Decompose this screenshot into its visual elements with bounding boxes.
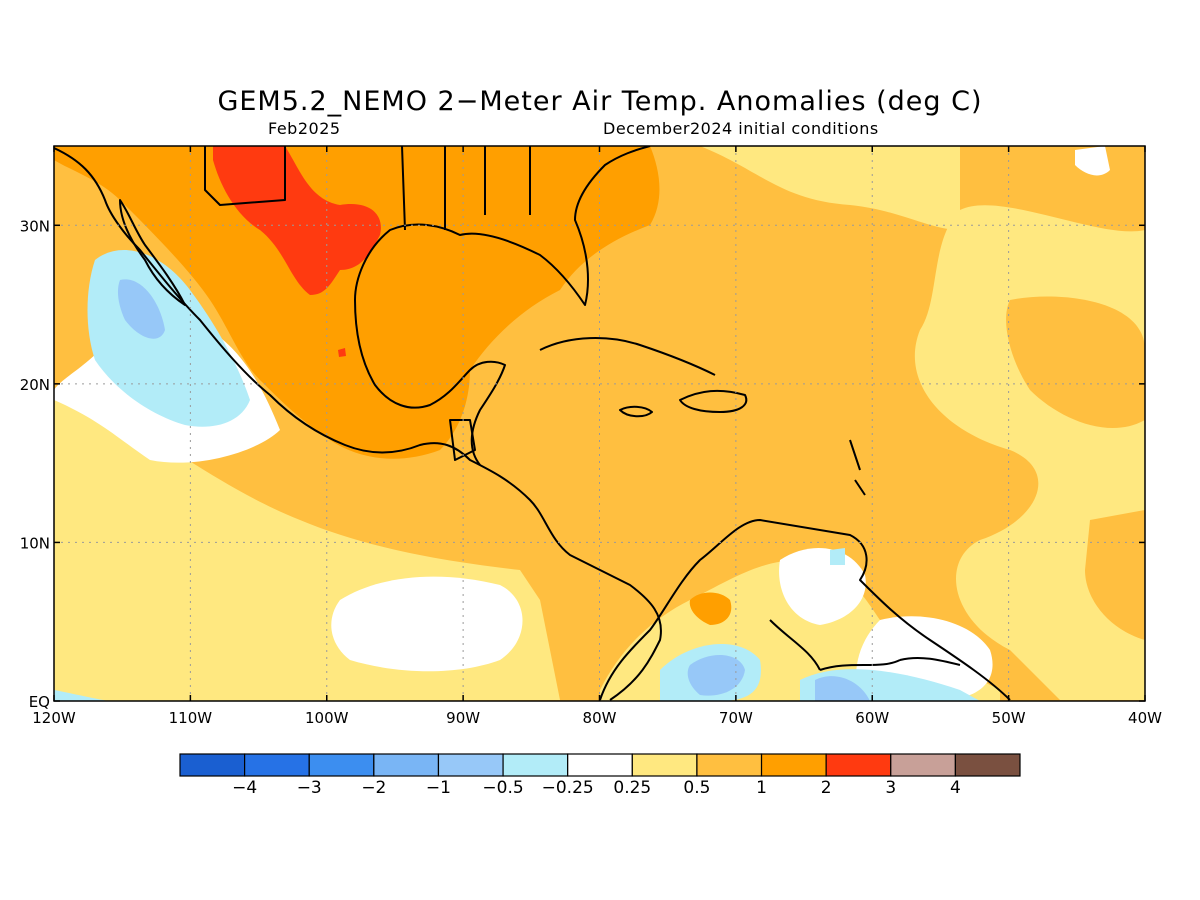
field-pale-atlantic <box>640 146 1145 700</box>
x-tick-label: 50W <box>992 709 1026 727</box>
field-blue-corner <box>54 690 110 701</box>
colorbar-swatch <box>308 753 375 777</box>
axis-ticks <box>53 146 1146 702</box>
x-tick-label: 90W <box>446 709 480 727</box>
sa-borders <box>769 619 961 671</box>
colorbar-swatch <box>567 753 633 777</box>
field-white-venezuela <box>779 548 866 625</box>
colorbar-label: 4 <box>950 778 961 798</box>
colorbar-swatch <box>890 753 956 777</box>
colorbar-swatch <box>760 753 827 777</box>
field-east-edge <box>1085 510 1145 640</box>
field-blue-baja <box>117 279 165 339</box>
cuba <box>539 337 716 376</box>
colorbar-swatch <box>179 753 246 777</box>
field-pale-north <box>700 146 960 230</box>
colorbar-swatch <box>631 753 698 777</box>
field-blue-brazil <box>815 676 870 701</box>
colorbar-label: −4 <box>232 778 257 798</box>
us-states-east <box>401 146 531 231</box>
field-white-south-pacific <box>331 576 523 672</box>
jamaica <box>619 405 653 418</box>
y-axis-labels: EQ 10N 20N 30N <box>20 217 50 711</box>
coastlines <box>54 146 1011 701</box>
colorbar-swatch <box>437 753 504 777</box>
field-orange-mexico-us <box>54 146 660 459</box>
grid-lines <box>54 146 1145 701</box>
colorbar-swatch <box>502 753 569 777</box>
colorbar-label: 2 <box>821 778 832 798</box>
y-tick-label: 10N <box>20 534 50 552</box>
field-orange-venezuela <box>689 592 732 625</box>
gulf-coast <box>354 146 651 306</box>
field-blue-colombia <box>687 654 745 696</box>
colorbar-swatch <box>696 753 763 777</box>
y-tick-label: 20N <box>20 376 50 394</box>
colorbar-swatch <box>373 753 440 777</box>
x-axis-labels: 120W 110W 100W 90W 80W 70W 60W 50W 40W <box>32 709 1162 727</box>
us-states-west <box>204 146 286 206</box>
colorbar-label: 0.25 <box>613 778 651 798</box>
x-tick-label: 120W <box>32 709 76 727</box>
south-america-coast <box>599 519 1011 701</box>
field-red-spot <box>338 348 346 357</box>
colorbar <box>179 753 1021 777</box>
pacific-coast <box>54 147 662 701</box>
colorbar-swatch <box>825 753 892 777</box>
forecast-month: Feb2025 <box>268 119 341 138</box>
lesser-antilles <box>849 439 866 496</box>
colorbar-swatch <box>954 753 1021 777</box>
x-tick-label: 100W <box>305 709 349 727</box>
hispaniola <box>679 389 748 413</box>
colorbar-label: −2 <box>361 778 386 798</box>
field-lightblue-spot <box>830 548 845 565</box>
x-tick-label: 60W <box>855 709 889 727</box>
baja-california <box>119 199 186 306</box>
colorbar-label: −3 <box>297 778 322 798</box>
colorbar-label: −1 <box>426 778 451 798</box>
anomaly-field <box>54 146 1145 701</box>
colorbar-labels: −4 −3 −2 −1 −0.5 −0.25 0.25 0.5 1 2 3 4 <box>232 778 961 798</box>
colorbar-swatch <box>244 753 310 777</box>
colorbar-label: −0.25 <box>542 778 594 798</box>
field-atlantic-band <box>1006 296 1145 429</box>
x-tick-label: 40W <box>1128 709 1162 727</box>
x-tick-label: 70W <box>719 709 753 727</box>
field-red-southwest-us <box>213 146 381 295</box>
y-tick-label: EQ <box>29 693 50 711</box>
x-tick-label: 110W <box>169 709 213 727</box>
yucatan-coast <box>354 299 506 466</box>
x-tick-label: 80W <box>583 709 617 727</box>
initial-conditions: December2024 initial conditions <box>603 119 879 138</box>
colorbar-label: 3 <box>885 778 896 798</box>
colorbar-label: −0.5 <box>482 778 523 798</box>
colorbar-label: 0.5 <box>683 778 710 798</box>
map-title: GEM5.2_NEMO 2−Meter Air Temp. Anomalies … <box>217 86 983 117</box>
field-white-nw-atlantic <box>1075 146 1110 176</box>
y-tick-label: 30N <box>20 217 50 235</box>
colorbar-label: 1 <box>756 778 767 798</box>
